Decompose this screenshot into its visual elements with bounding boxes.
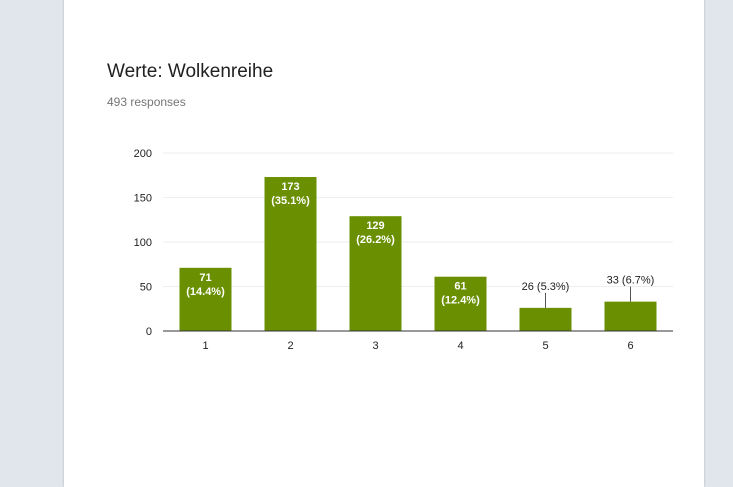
x-tick-label: 6 — [627, 340, 633, 352]
data-label: 173 — [281, 181, 299, 193]
data-label: (12.4%) — [441, 295, 480, 307]
x-tick-label: 2 — [287, 340, 293, 352]
data-label: 26 (5.3%) — [522, 281, 570, 293]
bar — [434, 276, 487, 331]
y-tick-label: 0 — [146, 326, 152, 338]
bar — [179, 267, 232, 331]
bar — [349, 216, 402, 331]
data-label: 33 (6.7%) — [607, 275, 655, 287]
data-label: (26.2%) — [356, 234, 395, 246]
x-tick-label: 1 — [202, 340, 208, 352]
question-summary-card: Werte: Wolkenreihe 493 responses 0 50 100 1… — [64, 0, 704, 487]
data-label: 61 — [454, 281, 466, 293]
y-tick-label: 100 — [134, 237, 152, 249]
x-tick-label: 4 — [457, 340, 463, 352]
x-tick-label: 5 — [542, 340, 548, 352]
bar-chart: 0 50 100 150 200 71 (14.4%) 1 173 (35.1%) 2 129 (26.… — [134, 148, 673, 352]
data-label: (35.1%) — [271, 195, 310, 207]
x-tick-label: 3 — [372, 340, 378, 352]
question-title: Werte: Wolkenreihe — [107, 61, 274, 82]
data-label: (14.4%) — [186, 286, 225, 298]
bar — [264, 177, 317, 331]
y-tick-label: 150 — [134, 193, 152, 205]
data-label: 129 — [366, 220, 384, 232]
y-tick-label: 50 — [140, 282, 152, 294]
bar — [519, 307, 572, 331]
data-label: 71 — [199, 272, 211, 284]
bar — [604, 301, 657, 331]
y-tick-label: 200 — [134, 148, 152, 160]
response-count: 493 responses — [107, 95, 186, 109]
